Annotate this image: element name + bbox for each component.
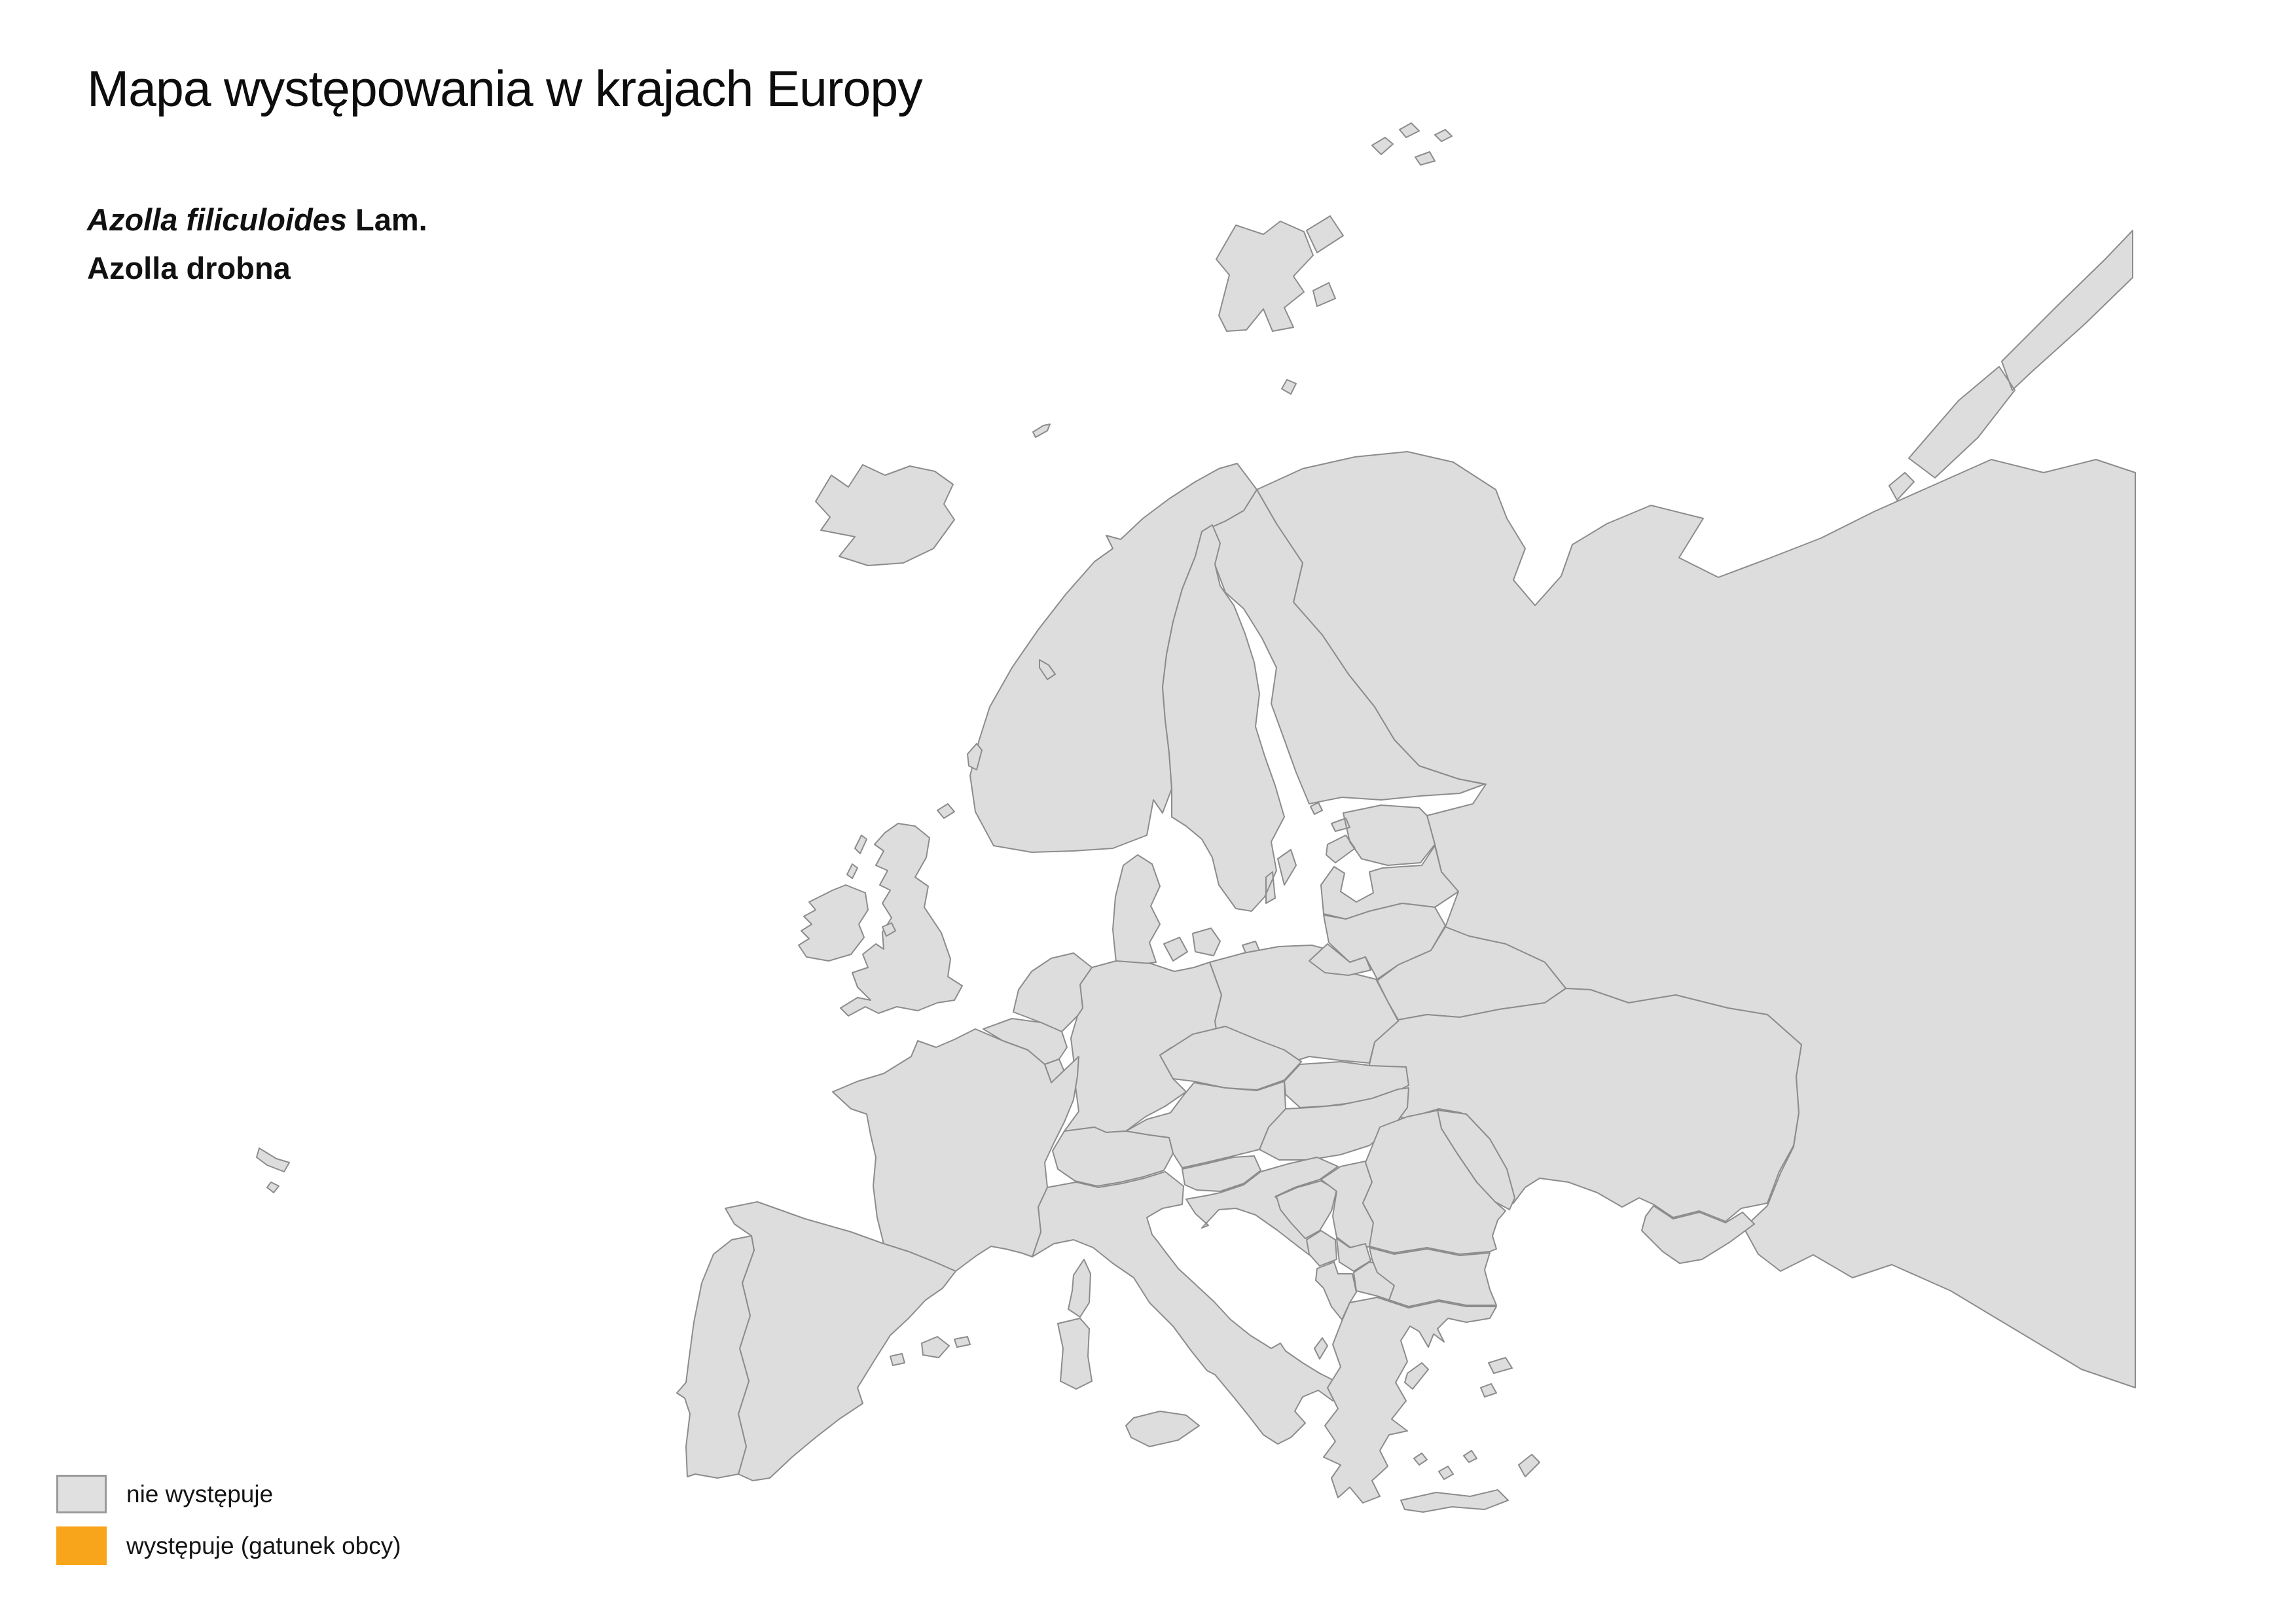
country-sweden: [1162, 524, 1297, 912]
species-name: Azolla filiculoides Lam.: [87, 202, 427, 238]
country-france: [832, 1028, 1091, 1318]
country-united-kingdom: [840, 743, 983, 1017]
country-iceland: [815, 464, 955, 566]
country-switzerland: [1052, 1127, 1174, 1187]
legend-swatch-absent: [56, 1475, 107, 1513]
country-montenegro: [1306, 1230, 1337, 1267]
region-kaliningrad: [1309, 943, 1371, 976]
country-estonia: [1326, 804, 1436, 866]
region-crimea: [1641, 1205, 1755, 1264]
country-bulgaria: [1369, 1247, 1497, 1307]
page-title: Mapa występowania w krajach Europy: [87, 61, 923, 117]
region-isle-of-man: [882, 922, 896, 937]
country-finland: [1201, 489, 1485, 815]
country-bosnia: [1276, 1180, 1337, 1239]
country-ireland: [798, 884, 869, 962]
country-czechia: [1159, 1026, 1302, 1091]
species-polish-name: Azolla drobna: [87, 251, 291, 285]
country-kosovo: [1336, 1238, 1371, 1272]
country-russia: [1256, 122, 2136, 1388]
country-italy: [1032, 1171, 1349, 1447]
legend-swatch-present: [56, 1526, 107, 1565]
country-norway: [969, 215, 1344, 853]
legend-label-present: występuje (gatunek obcy): [126, 1532, 401, 1559]
species-latin-name: Azolla filiculoides: [87, 202, 347, 237]
country-germany: [1064, 960, 1222, 1133]
legend-row-absent: nie występuje: [56, 1475, 273, 1513]
legend-label-absent: nie występuje: [126, 1480, 274, 1507]
country-denmark: [1112, 854, 1260, 965]
country-portugal: [256, 1147, 755, 1479]
country-slovenia: [1182, 1155, 1261, 1192]
legend-row-present: występuje (gatunek obcy): [56, 1526, 401, 1565]
country-spain: [725, 1201, 971, 1481]
species-authority: Lam.: [346, 202, 427, 237]
country-moldova: [1437, 1110, 1515, 1210]
country-greece: [1314, 1297, 1540, 1513]
region-faroe-islands: [1039, 659, 1056, 680]
